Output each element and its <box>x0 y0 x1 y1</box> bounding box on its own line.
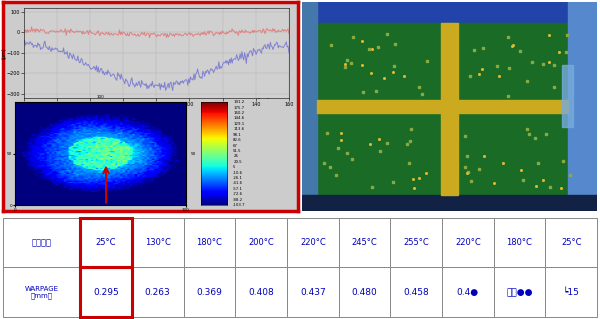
Text: 25°C: 25°C <box>96 238 116 247</box>
Text: 0.408: 0.408 <box>248 288 274 297</box>
Bar <box>80 267 132 317</box>
Bar <box>3 218 80 267</box>
Text: 255°C: 255°C <box>403 238 429 247</box>
Text: 220°C: 220°C <box>455 238 481 247</box>
Bar <box>568 2 597 211</box>
Text: 0.437: 0.437 <box>300 288 326 297</box>
Text: 25°C: 25°C <box>561 238 581 247</box>
Bar <box>390 267 442 317</box>
Bar <box>184 218 235 267</box>
Bar <box>184 267 235 317</box>
Bar <box>132 267 184 317</box>
Bar <box>235 218 287 267</box>
Bar <box>545 267 597 317</box>
Text: 0.369: 0.369 <box>196 288 223 297</box>
Text: 200°C: 200°C <box>248 238 274 247</box>
Bar <box>317 100 568 113</box>
Bar <box>442 218 494 267</box>
Text: 220°C: 220°C <box>300 238 326 247</box>
Text: 测试温度: 测试温度 <box>32 238 52 247</box>
Text: ┕15: ┕15 <box>563 288 580 297</box>
Bar <box>494 218 545 267</box>
Bar <box>442 267 494 317</box>
Text: 0.295: 0.295 <box>93 288 119 297</box>
Text: 130°C: 130°C <box>145 238 170 247</box>
Text: (μm): (μm) <box>257 94 270 99</box>
Text: WARPAGE
（mm）: WARPAGE （mm） <box>25 286 59 299</box>
Bar <box>80 218 132 267</box>
Text: 0.4●: 0.4● <box>457 288 479 297</box>
Bar <box>302 2 317 211</box>
Bar <box>390 218 442 267</box>
Bar <box>441 23 458 195</box>
Bar <box>338 267 390 317</box>
Bar <box>287 267 338 317</box>
Bar <box>287 218 338 267</box>
Bar <box>235 267 287 317</box>
Text: 180°C: 180°C <box>196 238 223 247</box>
Text: PCB四联板: PCB四联板 <box>428 224 470 234</box>
Text: 180°C: 180°C <box>506 238 532 247</box>
Bar <box>562 64 574 127</box>
Bar <box>80 218 132 267</box>
Text: 245°C: 245°C <box>352 238 377 247</box>
Text: 0.263: 0.263 <box>145 288 170 297</box>
Bar <box>494 267 545 317</box>
Bar <box>545 218 597 267</box>
Bar <box>317 23 568 195</box>
Text: 优优●●: 优优●● <box>506 288 533 297</box>
Bar <box>80 267 132 317</box>
Bar <box>3 267 80 317</box>
Text: 0.480: 0.480 <box>352 288 377 297</box>
Bar <box>132 218 184 267</box>
Text: 0.458: 0.458 <box>403 288 429 297</box>
Bar <box>338 218 390 267</box>
Bar <box>302 195 597 211</box>
